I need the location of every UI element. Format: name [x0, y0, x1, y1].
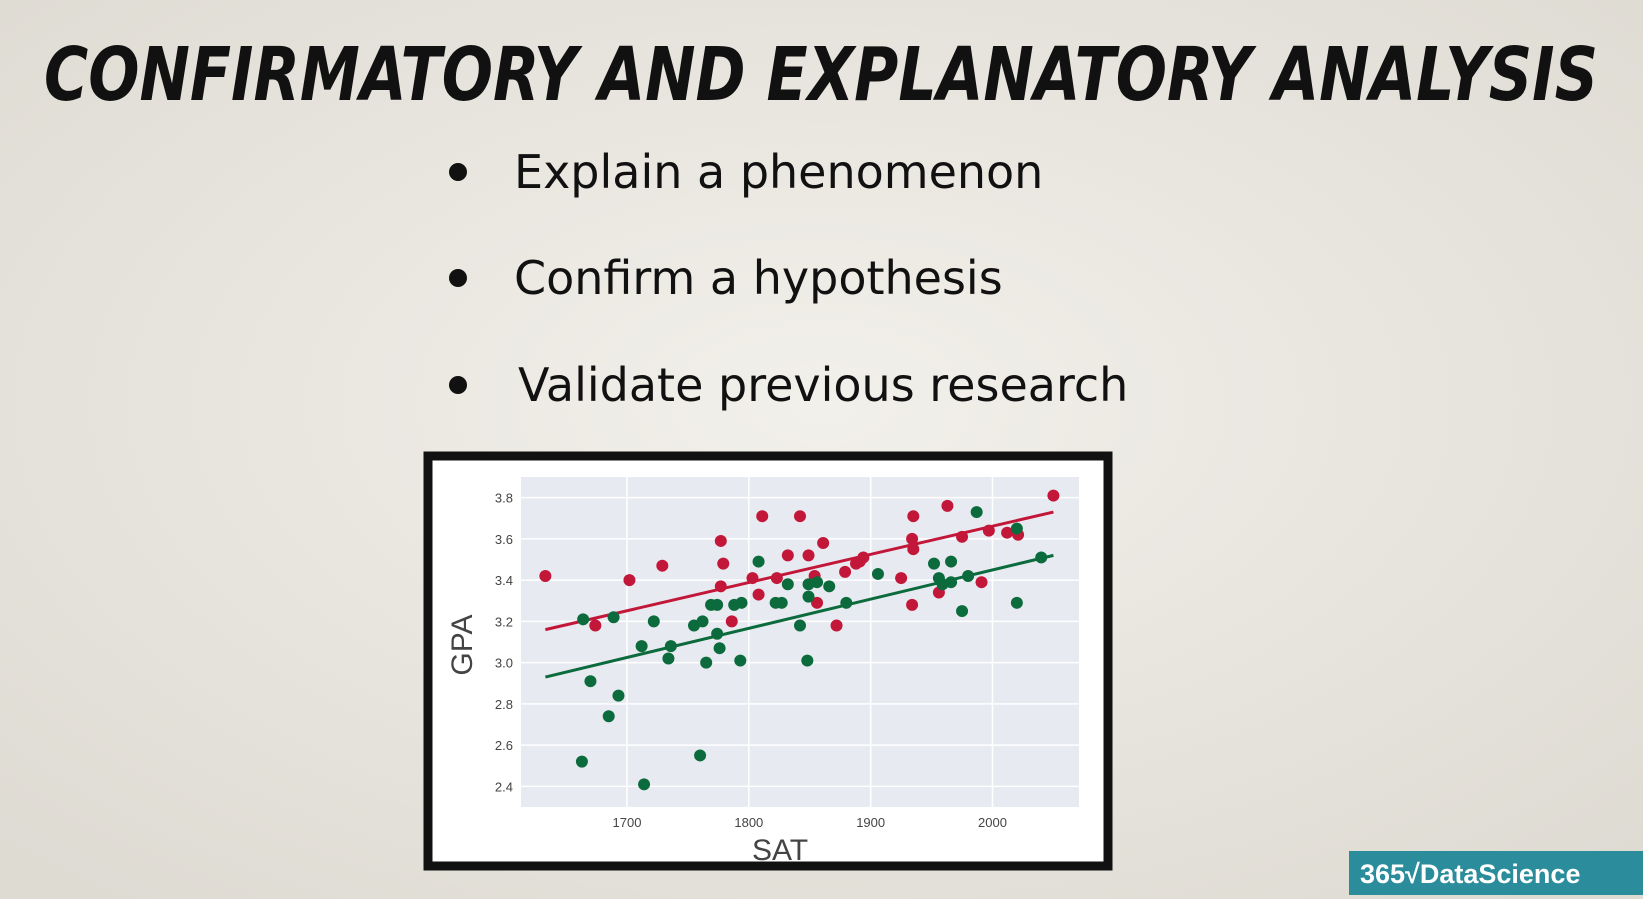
- point: [612, 689, 625, 702]
- point: [607, 611, 620, 624]
- point: [696, 615, 709, 628]
- point: [575, 755, 588, 768]
- point: [781, 549, 794, 562]
- logo-box: [1349, 851, 1643, 895]
- point: [602, 710, 615, 723]
- bullet-text: Confirm a hypothesis: [514, 251, 1003, 305]
- point: [906, 598, 919, 611]
- point: [756, 510, 769, 523]
- point: [794, 619, 806, 632]
- point: [717, 557, 730, 570]
- point: [871, 567, 884, 580]
- y-tick-label: 3.2: [495, 614, 513, 629]
- y-axis-label: GPA: [446, 614, 479, 675]
- point: [928, 557, 941, 570]
- point: [746, 572, 759, 585]
- y-tick-label: 3.4: [495, 573, 513, 588]
- point: [752, 588, 765, 601]
- point: [647, 615, 660, 628]
- point: [725, 615, 738, 628]
- point: [577, 613, 590, 626]
- point: [830, 619, 843, 632]
- point: [1035, 551, 1048, 564]
- bullet-text: Validate previous research: [518, 358, 1128, 412]
- y-tick-label: 3.0: [495, 656, 513, 671]
- point: [664, 640, 677, 653]
- point: [711, 598, 724, 611]
- point: [941, 499, 954, 512]
- point: [840, 596, 853, 609]
- point: [589, 619, 602, 632]
- point: [770, 572, 783, 585]
- bullet-dot: [449, 269, 467, 287]
- point: [906, 532, 919, 545]
- y-tick-label: 2.6: [495, 738, 513, 753]
- point: [635, 640, 648, 653]
- point: [714, 580, 727, 593]
- bullet-text: Explain a phenomenon: [514, 145, 1043, 199]
- point: [713, 642, 726, 655]
- point: [1047, 489, 1060, 502]
- point: [802, 590, 815, 603]
- point: [907, 543, 920, 556]
- fit-line: [545, 510, 1054, 632]
- point: [781, 578, 794, 591]
- point: [811, 576, 824, 589]
- point: [802, 549, 815, 562]
- point: [895, 572, 908, 585]
- bullet-dot: [449, 376, 467, 394]
- point: [752, 555, 765, 568]
- point: [1010, 522, 1023, 535]
- point: [982, 524, 995, 537]
- point: [857, 551, 870, 564]
- point: [584, 675, 597, 688]
- point: [975, 576, 988, 589]
- point: [711, 627, 724, 640]
- point: [623, 574, 636, 587]
- y-tick-label: 3.8: [495, 491, 513, 506]
- point: [662, 652, 675, 665]
- point: [956, 530, 969, 543]
- point: [694, 749, 707, 762]
- slide-title: CONFIRMATORY AND EXPLANATORY ANALYSIS: [44, 32, 1598, 118]
- point: [811, 596, 824, 609]
- point: [1010, 596, 1023, 609]
- point: [839, 565, 852, 578]
- point: [714, 534, 727, 547]
- point: [638, 778, 651, 791]
- y-tick-label: 3.6: [495, 532, 513, 547]
- y-tick-label: 2.8: [495, 697, 513, 712]
- x-tick-label: 2000: [978, 815, 1007, 830]
- point: [823, 580, 836, 593]
- x-axis-label: SAT: [752, 834, 808, 867]
- point: [907, 510, 920, 523]
- point: [962, 570, 975, 582]
- point: [775, 596, 788, 609]
- point: [734, 654, 747, 667]
- logo: 365√DataScience: [1360, 859, 1580, 889]
- y-tick-label: 2.4: [495, 779, 513, 794]
- point: [794, 510, 806, 523]
- x-tick-label: 1700: [613, 815, 642, 830]
- point: [945, 555, 958, 568]
- point: [945, 576, 958, 589]
- x-tick-label: 1900: [856, 815, 885, 830]
- point: [956, 605, 969, 618]
- point: [1001, 526, 1014, 539]
- point: [735, 596, 748, 609]
- point: [817, 537, 830, 549]
- point: [539, 570, 552, 582]
- point: [970, 506, 983, 519]
- x-tick-label: 1800: [734, 815, 763, 830]
- point: [801, 654, 814, 667]
- bullet-dot: [449, 163, 467, 181]
- point: [656, 559, 669, 572]
- point: [700, 656, 713, 669]
